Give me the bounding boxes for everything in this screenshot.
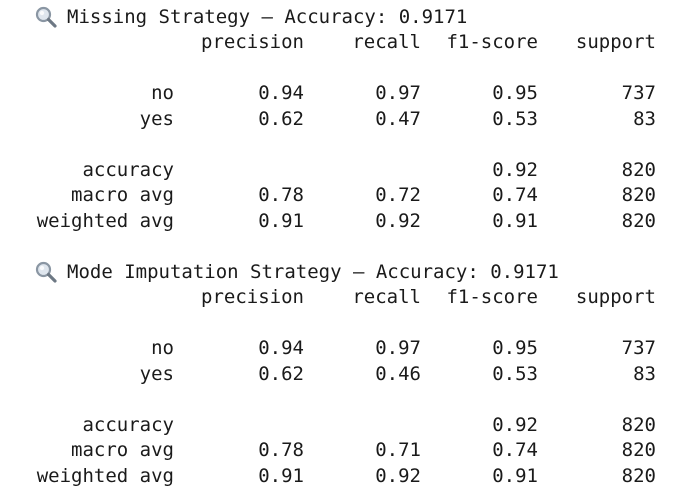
report-title-text: Missing Strategy – Accuracy: 0.9171 <box>67 6 468 28</box>
magnifier-icon <box>35 6 57 28</box>
cell-no-precision: 0.94 <box>258 82 304 104</box>
row-label-macro-avg: macro avg <box>71 184 174 206</box>
cell-no-precision: 0.94 <box>258 337 304 359</box>
cell-macro-support: 820 <box>621 184 656 206</box>
header-f1-score: f1-score <box>446 286 538 308</box>
cell-yes-recall: 0.46 <box>375 363 421 385</box>
row-label-accuracy: accuracy <box>82 414 174 436</box>
header-recall: recall <box>352 286 421 308</box>
cell-weighted-recall: 0.92 <box>375 465 421 487</box>
row-label-no: no <box>151 337 174 359</box>
cell-yes-precision: 0.62 <box>258 363 304 385</box>
cell-macro-recall: 0.71 <box>375 439 421 461</box>
cell-macro-recall: 0.72 <box>375 184 421 206</box>
header-recall: recall <box>352 31 421 53</box>
header-support: support <box>575 31 656 53</box>
cell-weighted-f1: 0.91 <box>492 465 538 487</box>
cell-accuracy-support: 820 <box>621 414 656 436</box>
cell-no-support: 737 <box>621 337 656 359</box>
cell-no-f1: 0.95 <box>492 82 538 104</box>
cell-macro-f1: 0.74 <box>492 184 538 206</box>
cell-macro-support: 820 <box>621 439 656 461</box>
header-support: support <box>575 286 656 308</box>
cell-weighted-recall: 0.92 <box>375 210 421 232</box>
cell-yes-support: 83 <box>633 363 656 385</box>
header-f1-score: f1-score <box>446 31 538 53</box>
cell-no-recall: 0.97 <box>375 82 421 104</box>
cell-macro-f1: 0.74 <box>492 439 538 461</box>
cell-accuracy-f1: 0.92 <box>492 159 538 181</box>
report-title: Mode Imputation Strategy – Accuracy: 0.9… <box>34 259 559 285</box>
cell-macro-precision: 0.78 <box>258 184 304 206</box>
cell-yes-f1: 0.53 <box>492 363 538 385</box>
row-label-yes: yes <box>139 363 174 385</box>
report-title-text: Mode Imputation Strategy – Accuracy: 0.9… <box>67 261 559 283</box>
cell-yes-recall: 0.47 <box>375 108 421 130</box>
cell-weighted-f1: 0.91 <box>492 210 538 232</box>
row-label-yes: yes <box>139 108 174 130</box>
cell-weighted-precision: 0.91 <box>258 210 304 232</box>
cell-no-support: 737 <box>621 82 656 104</box>
cell-weighted-support: 820 <box>621 465 656 487</box>
cell-yes-precision: 0.62 <box>258 108 304 130</box>
report-title: Missing Strategy – Accuracy: 0.9171 <box>34 4 467 30</box>
cell-accuracy-support: 820 <box>621 159 656 181</box>
row-label-weighted-avg: weighted avg <box>36 465 174 487</box>
cell-yes-f1: 0.53 <box>492 108 538 130</box>
row-label-weighted-avg: weighted avg <box>36 210 174 232</box>
header-precision: precision <box>201 31 304 53</box>
row-label-macro-avg: macro avg <box>71 439 174 461</box>
cell-macro-precision: 0.78 <box>258 439 304 461</box>
magnifier-icon <box>35 261 57 283</box>
cell-no-recall: 0.97 <box>375 337 421 359</box>
row-label-accuracy: accuracy <box>82 159 174 181</box>
cell-weighted-support: 820 <box>621 210 656 232</box>
cell-yes-support: 83 <box>633 108 656 130</box>
header-precision: precision <box>201 286 304 308</box>
cell-no-f1: 0.95 <box>492 337 538 359</box>
row-label-no: no <box>151 82 174 104</box>
cell-weighted-precision: 0.91 <box>258 465 304 487</box>
cell-accuracy-f1: 0.92 <box>492 414 538 436</box>
